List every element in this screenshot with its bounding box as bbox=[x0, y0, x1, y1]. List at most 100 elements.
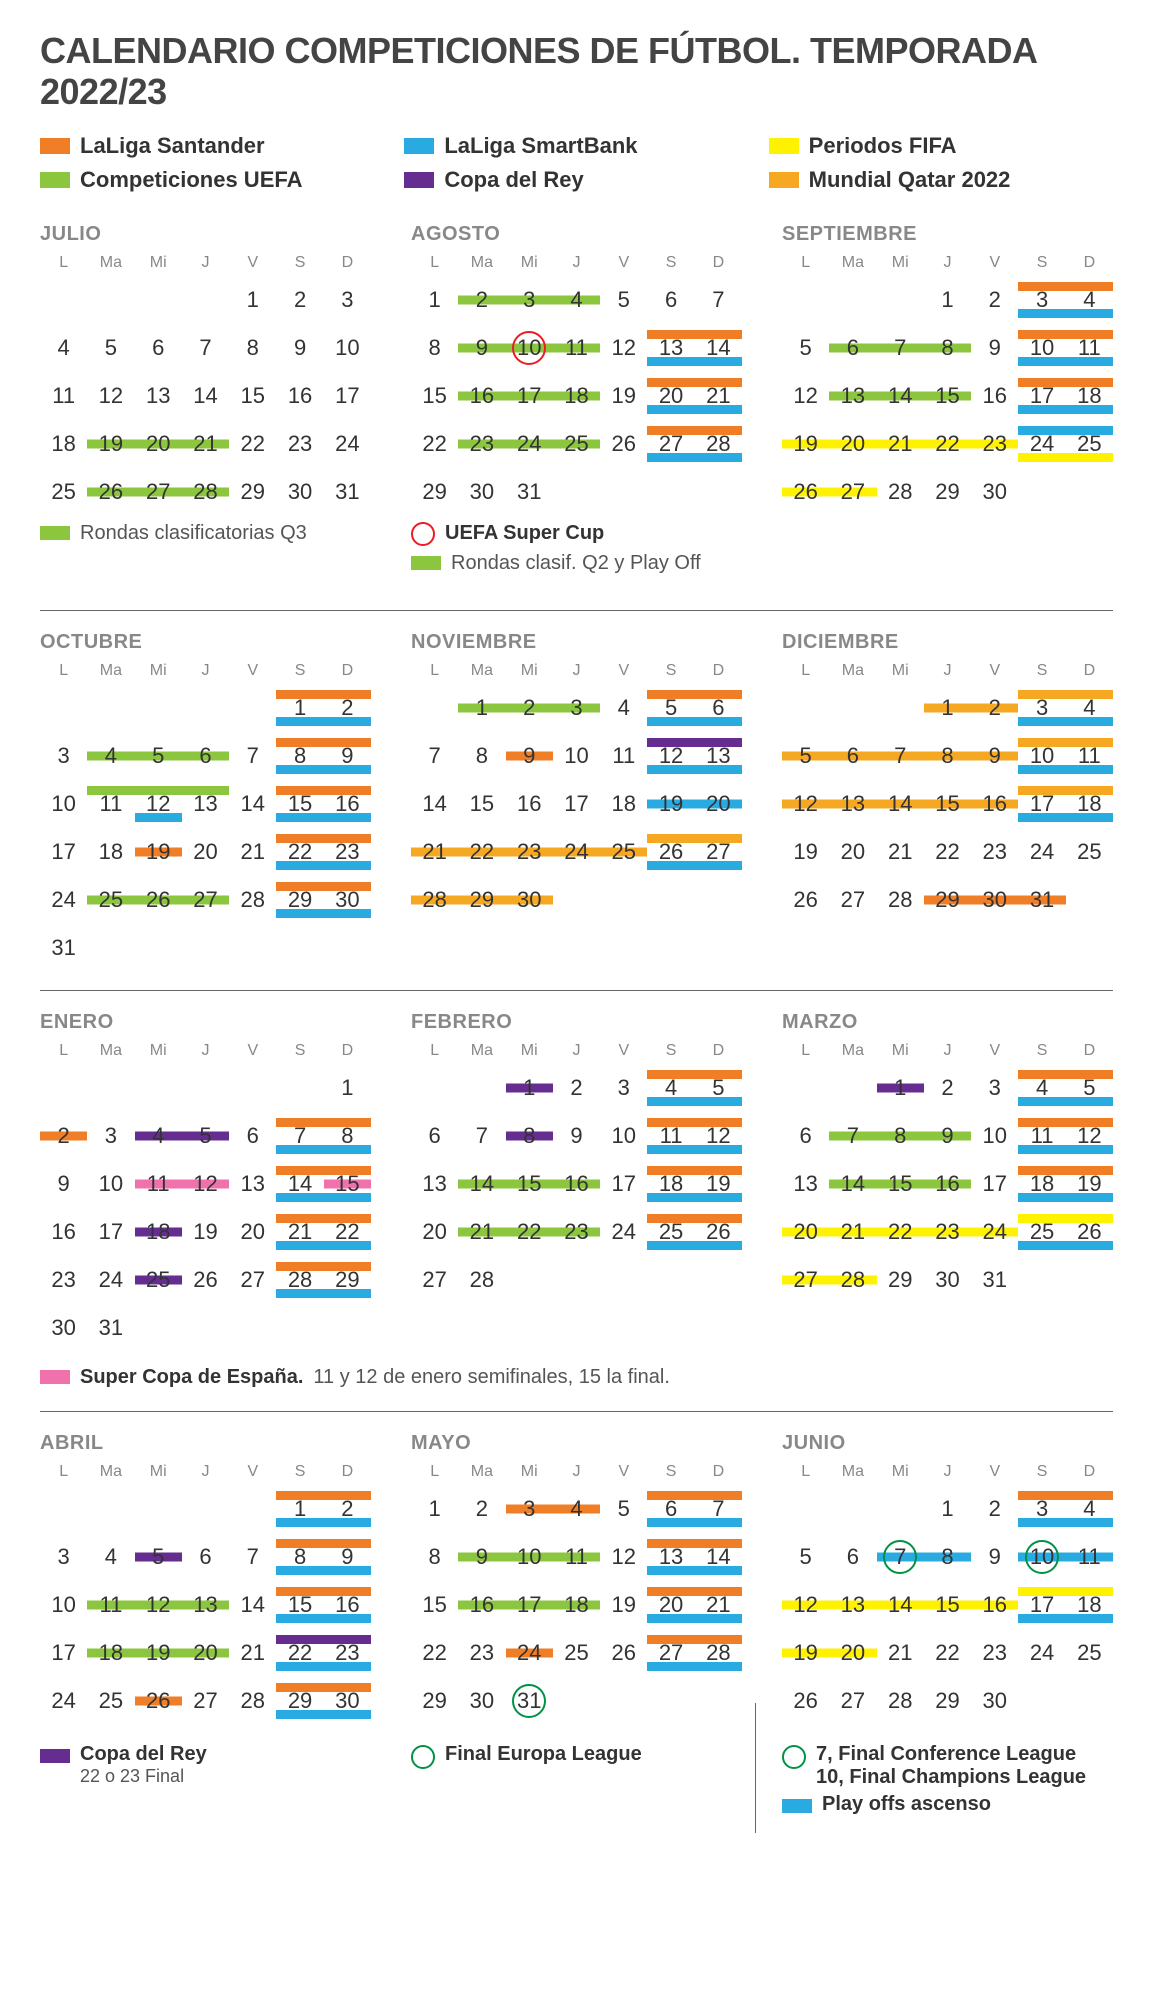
day-number: 7 bbox=[294, 1123, 306, 1149]
day-number: 15 bbox=[288, 1592, 312, 1618]
dow-label: D bbox=[324, 1463, 371, 1481]
day-cell: 18 bbox=[600, 782, 647, 826]
day-number: 18 bbox=[99, 839, 123, 865]
day-cell: 15 bbox=[924, 1583, 971, 1627]
day-cell: 22 bbox=[411, 422, 458, 466]
day-number: 28 bbox=[241, 1688, 265, 1714]
month-name: SEPTIEMBRE bbox=[782, 223, 1113, 246]
day-number: 27 bbox=[193, 887, 217, 913]
day-number: 15 bbox=[935, 383, 959, 409]
day-cell: 22 bbox=[229, 422, 276, 466]
day-cell: 24 bbox=[40, 1679, 87, 1723]
day-cell: 24 bbox=[553, 830, 600, 874]
dow-label: D bbox=[695, 662, 742, 680]
day-cell: 27 bbox=[647, 422, 694, 466]
day-number: 2 bbox=[989, 287, 1001, 313]
day-number: 3 bbox=[341, 287, 353, 313]
day-number: 31 bbox=[517, 479, 541, 505]
day-cell: 29 bbox=[276, 1679, 323, 1723]
month-abril: ABRILLMaMiJVSD12345678910111213141516171… bbox=[40, 1432, 371, 1723]
day-cell: 19 bbox=[135, 1631, 182, 1675]
day-cell: 20 bbox=[411, 1210, 458, 1254]
day-number: 11 bbox=[612, 743, 635, 769]
day-cell: 22 bbox=[924, 422, 971, 466]
day-number: 8 bbox=[247, 335, 259, 361]
day-cell: 10 bbox=[40, 782, 87, 826]
day-cell: 5 bbox=[1066, 1066, 1113, 1110]
day-number: 14 bbox=[841, 1171, 865, 1197]
day-cell: 3 bbox=[506, 1487, 553, 1531]
day-number: 22 bbox=[241, 431, 265, 457]
day-number: 19 bbox=[99, 431, 123, 457]
day-number: 6 bbox=[199, 743, 211, 769]
day-cell: 13 bbox=[829, 374, 876, 418]
day-number: 13 bbox=[241, 1171, 265, 1197]
day-number: 12 bbox=[99, 383, 123, 409]
day-cell: 25 bbox=[647, 1210, 694, 1254]
calendar-grid: 1234567891011121314151617181920212223242… bbox=[411, 1066, 742, 1302]
day-number: 31 bbox=[335, 479, 359, 505]
day-cell: 18 bbox=[1066, 1583, 1113, 1627]
dow-label: Ma bbox=[87, 662, 134, 680]
day-cell: 21 bbox=[695, 1583, 742, 1627]
day-number: 4 bbox=[152, 1123, 164, 1149]
day-cell: 6 bbox=[829, 1535, 876, 1579]
day-number: 24 bbox=[612, 1219, 636, 1245]
day-number: 1 bbox=[894, 1075, 906, 1101]
day-cell: 18 bbox=[553, 374, 600, 418]
day-cell: 19 bbox=[782, 422, 829, 466]
day-number: 16 bbox=[335, 791, 359, 817]
day-cell: 12 bbox=[782, 374, 829, 418]
day-number: 7 bbox=[894, 335, 906, 361]
dow-label: Mi bbox=[877, 254, 924, 272]
day-cell: 26 bbox=[600, 422, 647, 466]
day-cell: 13 bbox=[647, 326, 694, 370]
month-septiembre: SEPTIEMBRELMaMiJVSD123456789101112131415… bbox=[782, 223, 1113, 590]
day-cell: 11 bbox=[553, 326, 600, 370]
day-cell: 16 bbox=[458, 374, 505, 418]
row-divider bbox=[40, 1411, 1113, 1412]
day-cell: 30 bbox=[924, 1258, 971, 1302]
day-number: 3 bbox=[523, 1496, 535, 1522]
day-number: 25 bbox=[1077, 1640, 1101, 1666]
day-cell: 12 bbox=[600, 326, 647, 370]
day-cell: 19 bbox=[695, 1162, 742, 1206]
day-cell: 6 bbox=[135, 326, 182, 370]
day-cell: 13 bbox=[182, 1583, 229, 1627]
day-number: 17 bbox=[51, 1640, 75, 1666]
day-number: 29 bbox=[288, 887, 312, 913]
dow-label: V bbox=[600, 662, 647, 680]
day-cell: 9 bbox=[458, 326, 505, 370]
day-cell: 19 bbox=[782, 830, 829, 874]
day-number: 30 bbox=[288, 479, 312, 505]
day-cell: 26 bbox=[600, 1631, 647, 1675]
day-number: 29 bbox=[935, 887, 959, 913]
day-number: 4 bbox=[105, 743, 117, 769]
month-name: ENERO bbox=[40, 1011, 371, 1034]
day-cell: 1 bbox=[276, 1487, 323, 1531]
day-cell: 14 bbox=[276, 1162, 323, 1206]
day-cell: 19 bbox=[600, 1583, 647, 1627]
day-number: 23 bbox=[335, 1640, 359, 1666]
day-cell: 1 bbox=[506, 1066, 553, 1110]
day-cell: 4 bbox=[553, 1487, 600, 1531]
supercopa-bold: Super Copa de España. bbox=[80, 1366, 303, 1389]
day-cell: 18 bbox=[87, 830, 134, 874]
day-number: 29 bbox=[335, 1267, 359, 1293]
day-cell: 20 bbox=[695, 782, 742, 826]
day-number: 7 bbox=[247, 1544, 259, 1570]
dow-label: V bbox=[600, 1042, 647, 1060]
sub-legend-text: UEFA Super Cup bbox=[445, 522, 604, 545]
day-cell: 25 bbox=[1066, 422, 1113, 466]
day-number: 30 bbox=[470, 1688, 494, 1714]
day-number: 17 bbox=[99, 1219, 123, 1245]
month-marzo: MARZOLMaMiJVSD12345678910111213141516171… bbox=[782, 1011, 1113, 1350]
day-cell: 20 bbox=[229, 1210, 276, 1254]
day-cell: 25 bbox=[1066, 830, 1113, 874]
day-number: 31 bbox=[51, 935, 75, 961]
day-number: 13 bbox=[793, 1171, 817, 1197]
day-cell: 18 bbox=[1066, 782, 1113, 826]
day-number: 17 bbox=[335, 383, 359, 409]
day-number: 23 bbox=[935, 1219, 959, 1245]
dow-label: Ma bbox=[87, 1042, 134, 1060]
